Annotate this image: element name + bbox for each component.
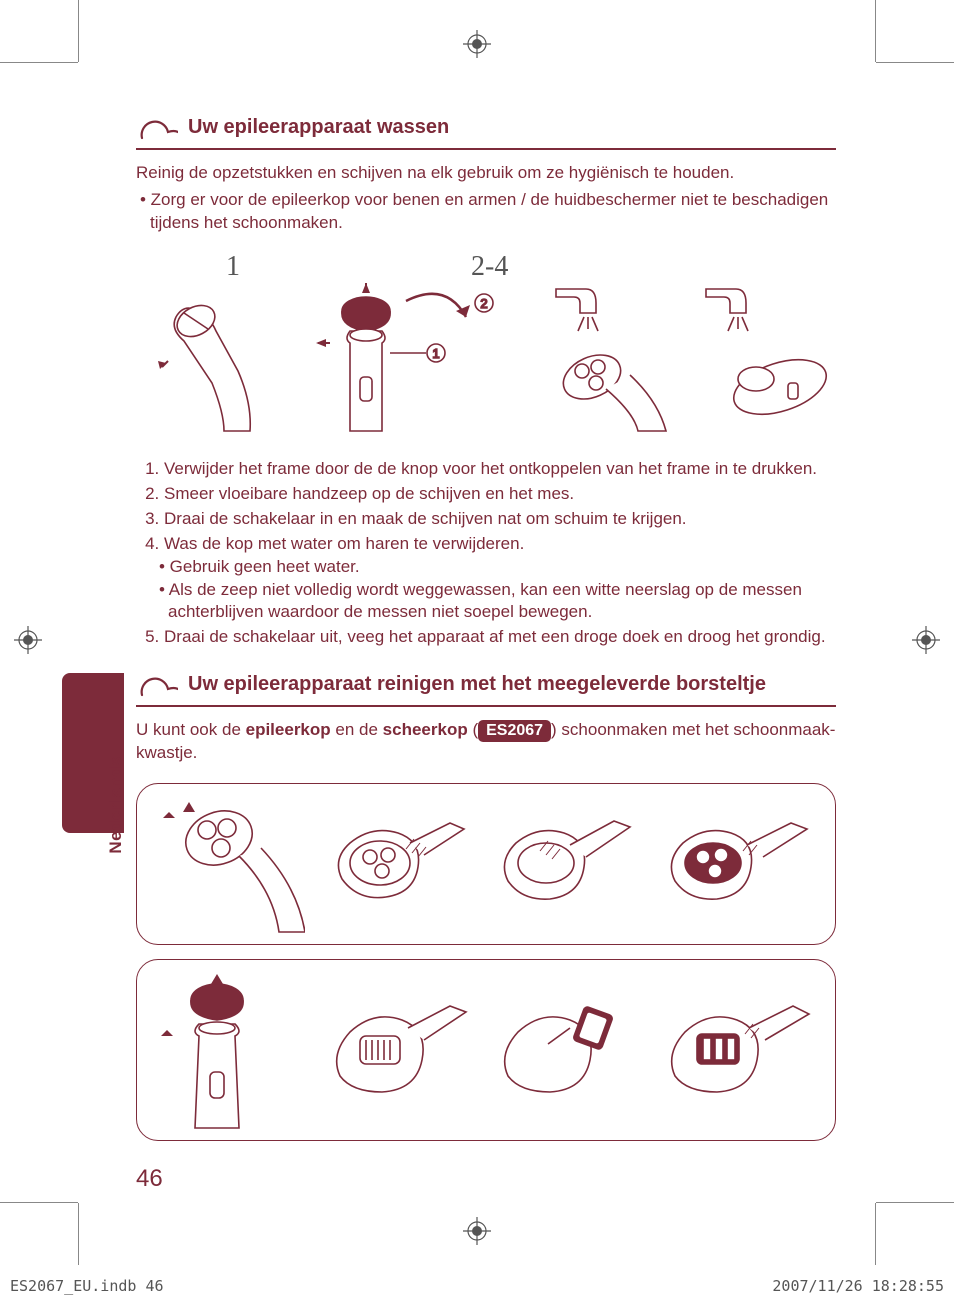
step-5: Draai de schakelaar uit, veeg het appara… [164, 626, 836, 649]
svg-text:1: 1 [432, 346, 439, 361]
brush-epilator-1-icon [155, 794, 305, 934]
footer-left: ES2067_EU.indb 46 [10, 1277, 164, 1295]
heading-text: Uw epileerapparaat reinigen met het meeg… [188, 673, 766, 696]
brush-paragraph: U kunt ook de epileerkop en de scheerkop… [136, 719, 836, 765]
model-badge: ES2067 [478, 720, 551, 742]
crop-mark [876, 1202, 954, 1203]
registration-mark-icon [463, 1217, 491, 1245]
intro-bullet: • Zorg er voor de epileerkop voor benen … [136, 189, 836, 235]
wash-steps-list: Verwijder het frame door de de knop voor… [136, 458, 836, 650]
step-4: Was de kop met water om haren te verwijd… [164, 533, 836, 625]
crop-mark [0, 1202, 78, 1203]
registration-mark-icon [463, 30, 491, 58]
language-label: Nederlands [106, 756, 126, 854]
step-3: Draai de schakelaar in en maak de schijv… [164, 508, 836, 531]
crop-mark [875, 0, 876, 62]
crop-mark [0, 62, 78, 63]
brush-shaver-3-icon [500, 990, 640, 1110]
crop-mark [78, 1203, 79, 1265]
registration-mark-icon [912, 626, 940, 654]
brush-epilator-4-icon [667, 809, 817, 919]
page-number: 46 [136, 1165, 163, 1193]
brush-shaver-1-icon [155, 970, 305, 1130]
page-content: Uw epileerapparaat wassen Reinig de opze… [136, 110, 836, 1155]
crop-mark [876, 62, 954, 63]
section-heading-wash: Uw epileerapparaat wassen [136, 110, 836, 150]
print-footer: ES2067_EU.indb 46 2007/11/26 18:28:55 [10, 1277, 944, 1295]
crop-mark [875, 1203, 876, 1265]
step-4-sub-1: • Gebruik geen heet water. [164, 556, 836, 579]
brush-shaver-4-icon [667, 990, 817, 1110]
figure-remove-frame-icon [154, 283, 269, 433]
registration-mark-icon [14, 626, 42, 654]
step-4-sub-2: • Als de zeep niet volledig wordt weggew… [164, 579, 836, 625]
figure-label-24: 2-4 [316, 251, 836, 283]
brush-panel-shaver [136, 959, 836, 1141]
manual-page: Nederlands Uw epileerapparaat wassen Rei… [0, 0, 954, 1305]
heading-ornament-icon [136, 667, 178, 701]
brush-epilator-2-icon [332, 809, 472, 919]
brush-shaver-2-icon [332, 990, 472, 1110]
step-4-text: Was de kop met water om haren te verwijd… [164, 534, 524, 553]
wash-figures: 1 2-4 [154, 251, 836, 438]
brush-panel-epilator [136, 783, 836, 945]
figure-wash-steps-icon: 1 2 [316, 283, 836, 433]
step-1: Verwijder het frame door de de knop voor… [164, 458, 836, 481]
crop-mark [78, 0, 79, 62]
footer-right: 2007/11/26 18:28:55 [772, 1277, 944, 1295]
heading-ornament-icon [136, 110, 178, 144]
step-2: Smeer vloeibare handzeep op de schijven … [164, 483, 836, 506]
brush-epilator-3-icon [500, 809, 640, 919]
figure-label-1: 1 [154, 251, 312, 283]
section-heading-brush: Uw epileerapparaat reinigen met het meeg… [136, 667, 836, 707]
intro-text: Reinig de opzetstukken en schijven na el… [136, 162, 836, 185]
heading-text: Uw epileerapparaat wassen [188, 116, 449, 139]
svg-text:2: 2 [480, 296, 487, 311]
brush-figures [136, 783, 836, 1141]
